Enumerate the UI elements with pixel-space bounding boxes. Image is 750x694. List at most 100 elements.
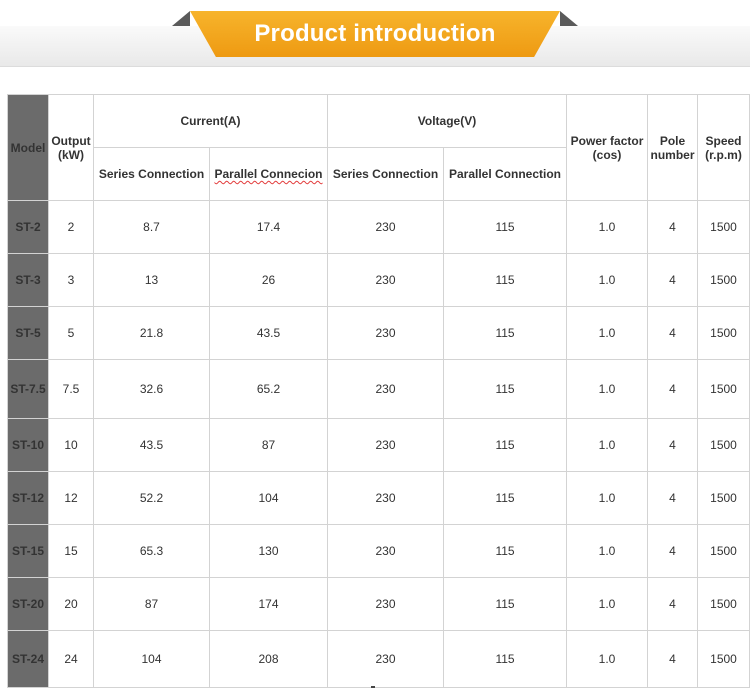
voltage-series-cell: 230 (327, 306, 444, 360)
voltage-parallel-cell: 115 (442, 630, 568, 688)
header-current-parallel: Parallel Connecion (209, 147, 328, 201)
output-cell: 15 (48, 524, 94, 578)
current-parallel-cell: 26 (209, 253, 328, 307)
model-cell: ST-12 (7, 471, 49, 525)
power-factor-cell: 1.0 (566, 577, 649, 631)
voltage-series-cell: 230 (327, 524, 444, 578)
pole-number-cell: 4 (647, 630, 699, 688)
speed-cell: 1500 (697, 471, 750, 525)
table-row: ST-20 20 87 174 230 115 1.0 4 1500 (7, 577, 750, 631)
current-parallel-cell: 208 (209, 630, 328, 688)
table-row: ST-10 10 43.5 87 230 115 1.0 4 1500 (7, 418, 750, 472)
pole-number-cell: 4 (647, 359, 699, 419)
voltage-parallel-cell: 115 (442, 253, 568, 307)
model-cell: ST-5 (7, 306, 49, 360)
banner-tab-fold-right (560, 11, 578, 26)
header-current: Current(A) (93, 94, 328, 148)
voltage-parallel-cell: 115 (442, 306, 568, 360)
current-series-cell: 65.3 (93, 524, 210, 578)
speed-cell: 1500 (697, 418, 750, 472)
current-series-cell: 43.5 (93, 418, 210, 472)
output-cell: 7.5 (48, 359, 94, 419)
voltage-parallel-cell: 115 (442, 471, 568, 525)
table-row: ST-2 2 8.7 17.4 230 115 1.0 4 1500 (7, 200, 750, 254)
power-factor-cell: 1.0 (566, 471, 649, 525)
header-voltage-parallel: Parallel Connection (442, 147, 568, 201)
voltage-series-cell: 230 (327, 253, 444, 307)
speed-cell: 1500 (697, 630, 750, 688)
header-row-sub: Series Connection Parallel Connecion Ser… (8, 147, 750, 201)
output-cell: 3 (48, 253, 94, 307)
current-series-cell: 8.7 (93, 200, 210, 254)
model-cell: ST-10 (7, 418, 49, 472)
current-parallel-cell: 17.4 (209, 200, 328, 254)
header-model: Model (7, 94, 49, 201)
voltage-parallel-cell: 115 (442, 200, 568, 254)
voltage-series-cell: 230 (327, 418, 444, 472)
model-cell: ST-2 (7, 200, 49, 254)
table-row: ST-24 24 104 208 230 115 1.0 4 1500 (7, 630, 750, 688)
current-series-cell: 104 (93, 630, 210, 688)
current-parallel-cell: 104 (209, 471, 328, 525)
speed-cell: 1500 (697, 359, 750, 419)
header-current-series: Series Connection (93, 147, 210, 201)
header-output: Output (kW) (48, 94, 94, 201)
speed-cell: 1500 (697, 577, 750, 631)
voltage-parallel-cell: 115 (442, 524, 568, 578)
pole-number-cell: 4 (647, 418, 699, 472)
pole-number-cell: 4 (647, 471, 699, 525)
voltage-parallel-cell: 115 (442, 418, 568, 472)
pole-number-cell: 4 (647, 200, 699, 254)
model-cell: ST-3 (7, 253, 49, 307)
table-row: ST-12 12 52.2 104 230 115 1.0 4 1500 (7, 471, 750, 525)
voltage-series-cell: 230 (327, 630, 444, 688)
banner-tab: Product introduction (190, 11, 560, 57)
output-cell: 5 (48, 306, 94, 360)
speed-cell: 1500 (697, 200, 750, 254)
voltage-parallel-cell: 115 (442, 359, 568, 419)
header-power-factor: Power factor (cos) (566, 94, 649, 201)
header-row-top: Model Output (kW) Current(A) Voltage(V) … (7, 94, 750, 201)
voltage-parallel-cell: 115 (442, 577, 568, 631)
speed-cell: 1500 (697, 253, 750, 307)
pole-number-cell: 4 (647, 306, 699, 360)
voltage-series-cell: 230 (327, 200, 444, 254)
current-series-cell: 13 (93, 253, 210, 307)
power-factor-cell: 1.0 (566, 306, 649, 360)
current-parallel-cell: 87 (209, 418, 328, 472)
table-row: ST-3 3 13 26 230 115 1.0 4 1500 (7, 253, 750, 307)
power-factor-cell: 1.0 (566, 418, 649, 472)
spec-table: Model Output (kW) Current(A) Voltage(V) … (7, 94, 750, 688)
power-factor-cell: 1.0 (566, 200, 649, 254)
banner-tab-fold-left (172, 11, 190, 26)
table-row: ST-7.5 7.5 32.6 65.2 230 115 1.0 4 1500 (7, 359, 750, 419)
current-parallel-cell: 65.2 (209, 359, 328, 419)
model-cell: ST-24 (7, 630, 49, 688)
table-row: ST-5 5 21.8 43.5 230 115 1.0 4 1500 (7, 306, 750, 360)
output-cell: 12 (48, 471, 94, 525)
header-pole-number: Pole number (647, 94, 699, 201)
header-voltage-series: Series Connection (327, 147, 444, 201)
model-cell: ST-20 (7, 577, 49, 631)
power-factor-cell: 1.0 (566, 630, 649, 688)
header-current-parallel-label: Parallel Connecion (214, 167, 323, 181)
output-cell: 10 (48, 418, 94, 472)
voltage-series-cell: 230 (327, 359, 444, 419)
current-series-cell: 32.6 (93, 359, 210, 419)
current-series-cell: 52.2 (93, 471, 210, 525)
speed-cell: 1500 (697, 306, 750, 360)
output-cell: 20 (48, 577, 94, 631)
model-cell: ST-7.5 (7, 359, 49, 419)
current-parallel-cell: 43.5 (209, 306, 328, 360)
header-voltage: Voltage(V) (326, 94, 568, 148)
voltage-series-cell: 230 (327, 471, 444, 525)
output-cell: 2 (48, 200, 94, 254)
pole-number-cell: 4 (647, 577, 699, 631)
speed-cell: 1500 (697, 524, 750, 578)
power-factor-cell: 1.0 (566, 524, 649, 578)
model-cell: ST-15 (7, 524, 49, 578)
pole-number-cell: 4 (647, 253, 699, 307)
banner-title: Product introduction (254, 20, 496, 47)
power-factor-cell: 1.0 (566, 253, 649, 307)
header-speed: Speed (r.p.m) (697, 94, 750, 201)
